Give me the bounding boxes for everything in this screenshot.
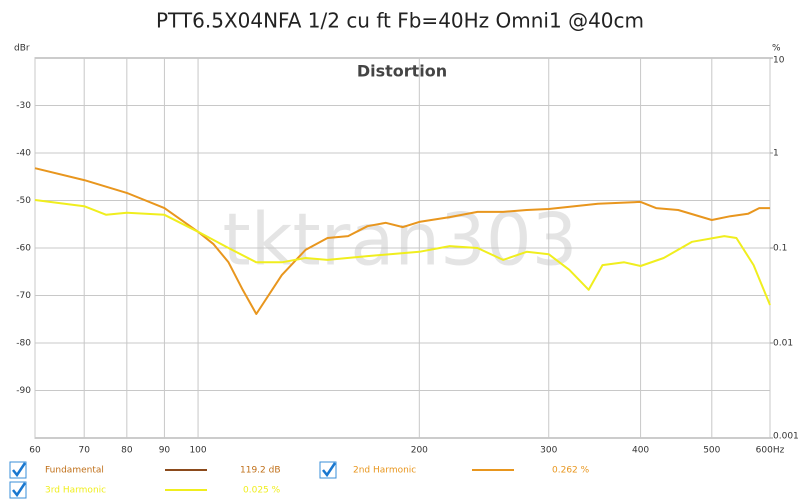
legend-reading: 0.025 % — [243, 486, 281, 496]
x-tick-label: 60 — [29, 446, 41, 456]
y-tick-label: -50 — [16, 196, 31, 206]
x-tick-label: 100 — [189, 446, 206, 456]
x-tick-label: 300 — [540, 446, 557, 456]
legend-label: Fundamental — [45, 466, 104, 476]
y-tick-label: -40 — [16, 149, 31, 159]
legend-label: 2nd Harmonic — [353, 466, 416, 476]
legend-reading: 119.2 dB — [240, 466, 281, 476]
check-icon — [12, 482, 27, 498]
legend-label: 3rd Harmonic — [45, 486, 106, 496]
x-tick-label: 80 — [121, 446, 133, 456]
x-tick-label: 500 — [703, 446, 720, 456]
chart-subtitle: Distortion — [357, 62, 447, 81]
series-line — [34, 167, 770, 315]
y2-tick-label: 0.1 — [773, 244, 787, 254]
y2-tick-label: 10 — [773, 56, 785, 66]
y-tick-label: -60 — [16, 244, 31, 254]
plot: 60 70 80 90 100 200 300 400 500 600Hz -30 -40 -50 -60… — [16, 56, 798, 456]
check-icon — [12, 462, 27, 478]
y-tick-label: -30 — [16, 101, 31, 111]
y-tick-label: -70 — [16, 291, 31, 301]
legend: Fundamental 119.2 dB 2nd Harmonic 0.262 % 3r… — [9, 461, 590, 499]
chart-title: PTT6.5X04NFA 1/2 cu ft Fb=40Hz Omni1 @40… — [156, 9, 644, 33]
y2-tick-label: 0.01 — [773, 339, 793, 349]
y-tick-label: -90 — [16, 386, 31, 396]
series-line — [34, 199, 771, 306]
y2-axis-label: % — [772, 44, 781, 54]
y-axis-label: dBr — [14, 44, 30, 54]
y2-tick-label: 1 — [773, 149, 779, 159]
x-tick-label: 400 — [632, 446, 649, 456]
x-tick-label: 90 — [159, 446, 171, 456]
check-icon — [322, 462, 337, 478]
x-tick-label: 200 — [411, 446, 428, 456]
legend-reading: 0.262 % — [552, 466, 590, 476]
x-tick-label: 600Hz — [756, 446, 785, 456]
y-tick-label: -80 — [16, 339, 31, 349]
y2-tick-label: 0.001 — [773, 432, 799, 442]
x-tick-label: 70 — [78, 446, 90, 456]
